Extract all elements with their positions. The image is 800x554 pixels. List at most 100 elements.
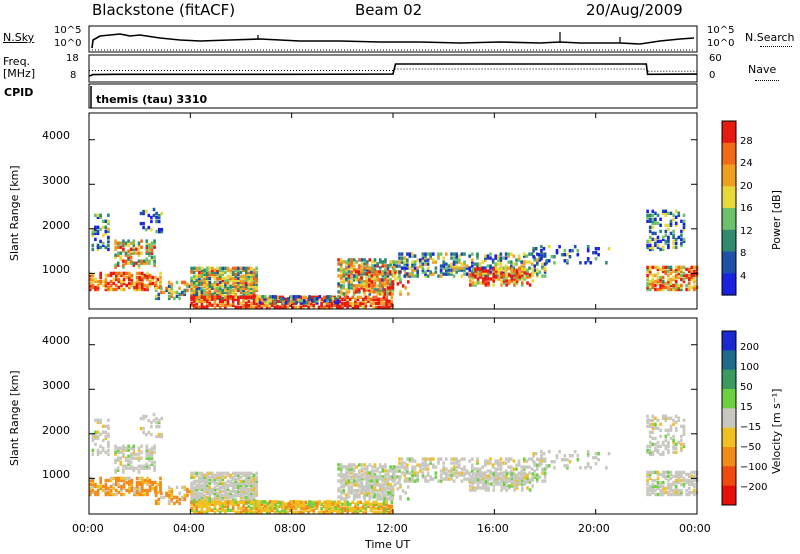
velocity-cell — [157, 501, 161, 506]
power-cell — [659, 277, 662, 282]
power-cell — [360, 262, 364, 266]
velocity-cell — [648, 476, 652, 481]
velocity-cell — [518, 480, 521, 484]
power-cell — [492, 279, 495, 283]
velocity-cell — [224, 487, 227, 492]
power-cell — [365, 288, 368, 292]
power-cell — [99, 245, 102, 250]
velocity-cell — [543, 471, 547, 475]
power-cell — [541, 262, 544, 266]
power-cell — [122, 241, 125, 245]
velocity-cell — [127, 444, 130, 448]
power-cell — [284, 301, 288, 305]
velocity-cell — [216, 497, 219, 502]
velocity-cell — [208, 499, 212, 504]
velocity-cell — [489, 457, 492, 461]
velocity-cell — [411, 469, 414, 473]
power-cell — [213, 282, 217, 287]
power-cell — [343, 295, 347, 299]
velocity-cell — [693, 488, 696, 493]
power-cell — [474, 275, 477, 279]
velocity-cell — [597, 458, 600, 462]
power-cell — [661, 269, 665, 274]
power-cell — [114, 263, 117, 267]
power-cell — [198, 278, 201, 283]
velocity-cell — [190, 475, 193, 479]
velocity-cell — [326, 502, 329, 506]
power-cell — [351, 295, 355, 299]
power-cell — [513, 277, 516, 281]
power-cell — [167, 288, 171, 293]
power-cell — [107, 243, 110, 248]
velocity-cell — [270, 504, 274, 508]
power-cell — [175, 290, 179, 295]
power-cell — [661, 283, 665, 288]
power-cell — [337, 282, 340, 286]
power-cell — [664, 241, 668, 246]
power-cell — [244, 282, 248, 287]
power-cell — [476, 254, 479, 258]
velocity-cell — [221, 483, 225, 488]
velocity-cell — [648, 474, 652, 479]
power-cell — [693, 269, 696, 274]
power-cell — [156, 285, 160, 290]
power-cell — [479, 271, 482, 275]
velocity-cell — [682, 482, 686, 487]
velocity-cell — [408, 459, 412, 463]
velocity-cell — [122, 476, 126, 481]
velocity-cell — [203, 495, 206, 500]
power-cell — [426, 262, 430, 266]
power-cell — [486, 274, 490, 278]
power-cell — [205, 299, 209, 303]
power-cell — [356, 301, 360, 305]
power-cell — [386, 286, 390, 290]
power-cell — [132, 263, 136, 267]
power-cell — [255, 284, 258, 289]
power-cell — [129, 261, 133, 265]
power-cell — [154, 294, 158, 299]
power-cell — [208, 276, 212, 280]
power-cell — [393, 262, 396, 266]
velocity-cell — [351, 506, 355, 510]
nsearch-tick-bottom: 10^0 — [707, 38, 735, 49]
velocity-cell — [664, 470, 668, 475]
velocity-cell — [487, 488, 490, 492]
velocity-cell — [237, 487, 240, 492]
power-cell — [479, 267, 482, 271]
velocity-cbar-swatch — [722, 427, 736, 448]
power-cell — [135, 271, 139, 276]
velocity-cell — [127, 466, 130, 470]
power-cell — [147, 213, 151, 218]
velocity-cell — [208, 489, 212, 494]
velocity-cell — [416, 471, 419, 475]
velocity-cell — [255, 508, 258, 512]
velocity-cell — [140, 464, 143, 468]
power-cell — [117, 279, 121, 284]
velocity-cell — [394, 477, 397, 481]
power-cell — [287, 297, 290, 301]
velocity-cell — [159, 486, 162, 491]
power-cell — [406, 252, 409, 256]
power-cell — [452, 274, 456, 278]
power-cell — [368, 284, 371, 288]
power-cell — [345, 276, 348, 280]
velocity-cell — [648, 486, 652, 491]
power-cell — [424, 254, 427, 258]
power-cell — [651, 225, 655, 229]
power-cell — [231, 280, 235, 285]
power-cell — [104, 245, 108, 250]
power-cell — [159, 279, 162, 284]
velocity-cell — [154, 493, 158, 498]
power-cell — [96, 283, 100, 288]
velocity-cell — [195, 489, 199, 494]
power-cell — [218, 280, 222, 285]
velocity-cell — [365, 481, 368, 485]
power-cell — [122, 263, 125, 267]
power-cell — [406, 262, 409, 266]
power-cell — [303, 299, 306, 303]
velocity-cell — [355, 495, 358, 499]
power-cell — [510, 277, 514, 281]
power-cell — [521, 267, 524, 271]
velocity-heatmap-cells — [89, 412, 699, 514]
power-cell — [376, 262, 379, 266]
